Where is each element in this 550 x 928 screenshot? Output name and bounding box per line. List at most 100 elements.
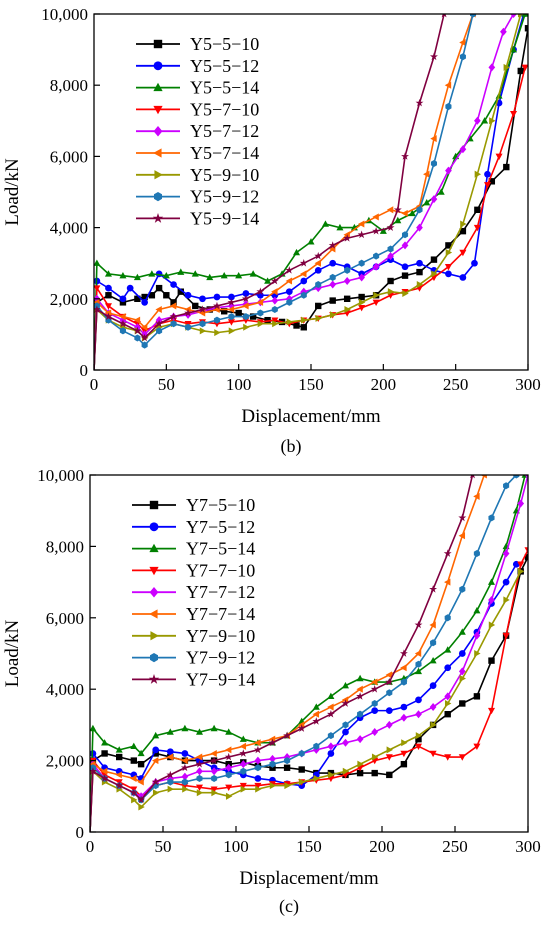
x-axis-label: Displacement/mm (241, 406, 381, 427)
data-point (213, 301, 221, 310)
data-point (140, 333, 149, 342)
data-point (329, 311, 337, 319)
data-point (169, 312, 178, 320)
data-point (502, 549, 510, 558)
data-point (458, 754, 466, 761)
data-point (118, 319, 127, 328)
data-point (297, 724, 306, 732)
data-point (371, 678, 378, 686)
data-point (459, 227, 467, 235)
y-tick-label: 6,000 (50, 147, 88, 166)
data-point (328, 771, 335, 779)
y-tick-label: 0 (80, 361, 89, 380)
data-point (429, 656, 437, 664)
data-point (401, 152, 409, 160)
data-point (100, 774, 109, 782)
data-point (401, 231, 409, 239)
y-tick-label: 10,000 (37, 466, 84, 485)
data-point (372, 262, 380, 271)
legend: Y7−5−10Y7−5−12Y7−5−14Y7−7−10Y7−7−12Y7−7−… (132, 495, 255, 689)
data-point (431, 270, 438, 278)
data-point (341, 699, 350, 707)
data-point (517, 499, 525, 508)
data-point (488, 657, 495, 664)
data-point (503, 596, 510, 604)
data-point (285, 266, 294, 274)
data-point (385, 707, 393, 714)
data-point (416, 206, 423, 214)
data-point (357, 230, 366, 239)
data-point (166, 728, 174, 735)
data-point (444, 710, 451, 718)
data-point (473, 693, 481, 700)
data-point (524, 547, 528, 554)
legend-entry: Y5−5−10 (190, 34, 259, 54)
legend-entry: Y5−7−12 (190, 121, 259, 141)
data-point (184, 291, 192, 299)
data-point (500, 27, 507, 36)
data-point (521, 64, 528, 72)
data-point (269, 782, 277, 790)
data-point (314, 266, 322, 274)
data-point (220, 271, 228, 279)
data-point (313, 742, 320, 750)
data-point (444, 646, 452, 653)
series-line (94, 14, 474, 370)
legend-entry: Y5−9−12 (190, 187, 259, 207)
data-point (342, 738, 349, 747)
data-point (284, 782, 291, 790)
data-point (257, 309, 264, 317)
data-point (225, 784, 233, 792)
data-point (256, 298, 264, 306)
data-point (358, 259, 365, 267)
data-point (243, 323, 250, 331)
data-point (343, 277, 351, 285)
data-point (444, 754, 452, 761)
data-point (385, 671, 393, 679)
data-point (385, 677, 394, 686)
data-point (104, 270, 112, 277)
data-point (170, 320, 177, 328)
data-point (458, 628, 466, 635)
data-point (487, 707, 496, 715)
data-point (104, 312, 113, 320)
data-point (196, 767, 203, 776)
data-point (400, 678, 407, 686)
data-point (393, 205, 402, 214)
data-point (385, 754, 393, 761)
legend-entry: Y7−7−12 (186, 582, 255, 602)
data-point (495, 153, 503, 161)
data-point (341, 696, 349, 704)
data-point (372, 227, 381, 235)
data-point (227, 305, 235, 313)
data-point (329, 297, 336, 304)
data-point (399, 649, 408, 657)
data-point (502, 632, 510, 640)
legend-entry: Y7−5−14 (186, 539, 255, 559)
data-point (371, 728, 379, 737)
data-point (415, 732, 423, 740)
data-point (210, 786, 218, 793)
data-point (270, 276, 279, 285)
x-tick-label: 250 (443, 375, 469, 394)
data-point (256, 287, 265, 296)
data-point (184, 308, 192, 317)
data-point (429, 585, 438, 593)
data-point (225, 763, 233, 772)
data-point (195, 753, 203, 761)
data-point (241, 294, 250, 303)
data-point (90, 724, 97, 732)
data-point (458, 650, 466, 657)
data-point (387, 252, 394, 261)
data-point (283, 764, 291, 771)
data-point (94, 259, 101, 266)
data-point (341, 681, 350, 689)
data-point (357, 220, 365, 228)
data-point (358, 273, 365, 282)
x-axis-label: Displacement/mm (239, 868, 379, 889)
data-point (430, 256, 438, 263)
data-point (253, 745, 262, 754)
data-point (517, 67, 524, 75)
data-point (343, 234, 352, 242)
